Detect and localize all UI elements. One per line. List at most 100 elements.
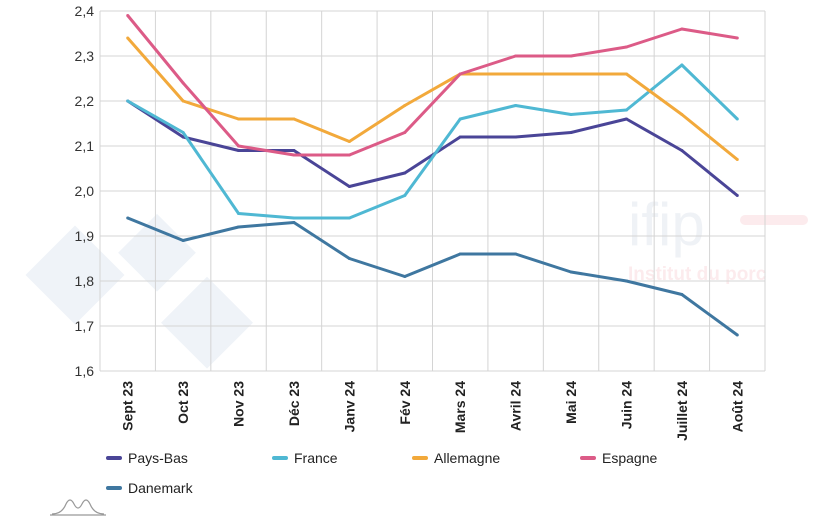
data-point xyxy=(292,221,296,224)
logo-icon xyxy=(50,499,106,516)
data-point xyxy=(237,212,241,215)
y-tick-label: 2,1 xyxy=(75,138,95,154)
data-point xyxy=(347,257,351,260)
legend-item: Pays-Bas xyxy=(106,450,188,466)
data-point xyxy=(126,99,130,103)
legend-swatch xyxy=(580,456,596,460)
data-point xyxy=(181,131,185,134)
data-point xyxy=(569,270,573,274)
data-point xyxy=(403,171,407,175)
x-tick-label: Mars 24 xyxy=(452,381,468,433)
data-point xyxy=(458,252,462,256)
data-point xyxy=(347,216,351,220)
series-line-france xyxy=(126,63,739,220)
y-tick-label: 1,7 xyxy=(75,318,95,334)
series-line-danemark xyxy=(127,216,739,337)
data-point xyxy=(514,54,518,58)
data-point xyxy=(569,131,573,134)
data-point xyxy=(403,131,407,134)
x-tick-label: Avril 24 xyxy=(508,381,524,431)
data-point xyxy=(237,117,241,121)
data-point xyxy=(237,225,241,229)
x-tick-label: Août 24 xyxy=(729,381,745,433)
data-point xyxy=(624,117,628,121)
y-tick-label: 2,4 xyxy=(75,3,95,19)
x-tick-label: Juillet 24 xyxy=(674,381,690,441)
data-point xyxy=(458,72,462,76)
data-point xyxy=(458,135,462,139)
data-point xyxy=(347,185,351,188)
data-point xyxy=(624,279,628,283)
y-tick-label: 1,6 xyxy=(75,363,95,379)
data-point xyxy=(569,72,573,76)
data-point xyxy=(569,54,573,58)
series-line-allemagne xyxy=(126,37,739,161)
x-tick-label: Oct 23 xyxy=(175,381,191,424)
y-tick-label: 2,0 xyxy=(75,183,95,199)
data-point xyxy=(181,99,185,103)
data-point xyxy=(735,158,739,161)
legend-label: Allemagne xyxy=(434,450,501,466)
data-point xyxy=(126,36,130,40)
data-point xyxy=(181,239,185,242)
data-point xyxy=(403,275,407,278)
legend-item: France xyxy=(272,450,338,466)
series-line-espagne xyxy=(126,14,738,157)
legend-swatch xyxy=(106,456,122,460)
data-point xyxy=(292,153,296,157)
y-tick-label: 1,8 xyxy=(75,273,95,289)
data-point xyxy=(403,104,407,107)
legend-swatch xyxy=(412,456,428,460)
watermark-tagline: Institut du porc xyxy=(628,264,767,285)
y-tick-label: 2,3 xyxy=(75,48,95,64)
data-point xyxy=(458,117,462,121)
legend-label: Pays-Bas xyxy=(128,450,188,466)
x-tick-label: Sept 23 xyxy=(120,381,136,431)
x-tick-label: Juin 24 xyxy=(618,381,634,429)
legend-label: France xyxy=(294,450,338,466)
data-point xyxy=(680,293,684,296)
data-point xyxy=(347,140,351,143)
data-point xyxy=(680,149,684,152)
legend-swatch xyxy=(106,486,122,490)
data-point xyxy=(514,72,518,76)
data-point xyxy=(680,63,684,67)
data-point xyxy=(237,144,241,148)
data-point xyxy=(735,36,739,40)
data-point xyxy=(735,333,739,337)
watermark-brand: ifip xyxy=(628,191,705,258)
data-point xyxy=(735,117,739,121)
data-point xyxy=(624,108,628,112)
y-tick-label: 1,9 xyxy=(75,228,95,244)
data-point xyxy=(514,252,518,256)
data-point xyxy=(569,113,573,116)
data-point xyxy=(514,104,518,107)
data-point xyxy=(514,135,518,139)
data-point xyxy=(680,27,684,31)
y-tick-label: 2,2 xyxy=(75,93,95,109)
data-point xyxy=(403,194,407,197)
data-point xyxy=(126,216,130,220)
legend-label: Espagne xyxy=(602,450,658,466)
data-point xyxy=(347,153,351,157)
data-point xyxy=(292,149,296,152)
data-point xyxy=(181,81,185,85)
x-tick-label: Fév 24 xyxy=(397,381,413,425)
data-point xyxy=(292,117,296,121)
data-point xyxy=(735,194,739,197)
data-point xyxy=(624,45,628,49)
x-tick-label: Janv 24 xyxy=(341,381,357,433)
legend-item: Allemagne xyxy=(412,450,500,466)
data-point xyxy=(237,149,241,152)
x-tick-label: Déc 23 xyxy=(286,381,302,426)
data-point xyxy=(292,216,296,220)
legend-item: Danemark xyxy=(106,480,193,496)
x-tick-label: Nov 23 xyxy=(231,381,247,427)
x-tick-label: Mai 24 xyxy=(563,381,579,424)
legend-label: Danemark xyxy=(128,480,193,496)
legend-item: Espagne xyxy=(580,450,657,466)
watermark: ifip Institut du porc xyxy=(25,191,808,369)
data-point xyxy=(126,14,130,17)
